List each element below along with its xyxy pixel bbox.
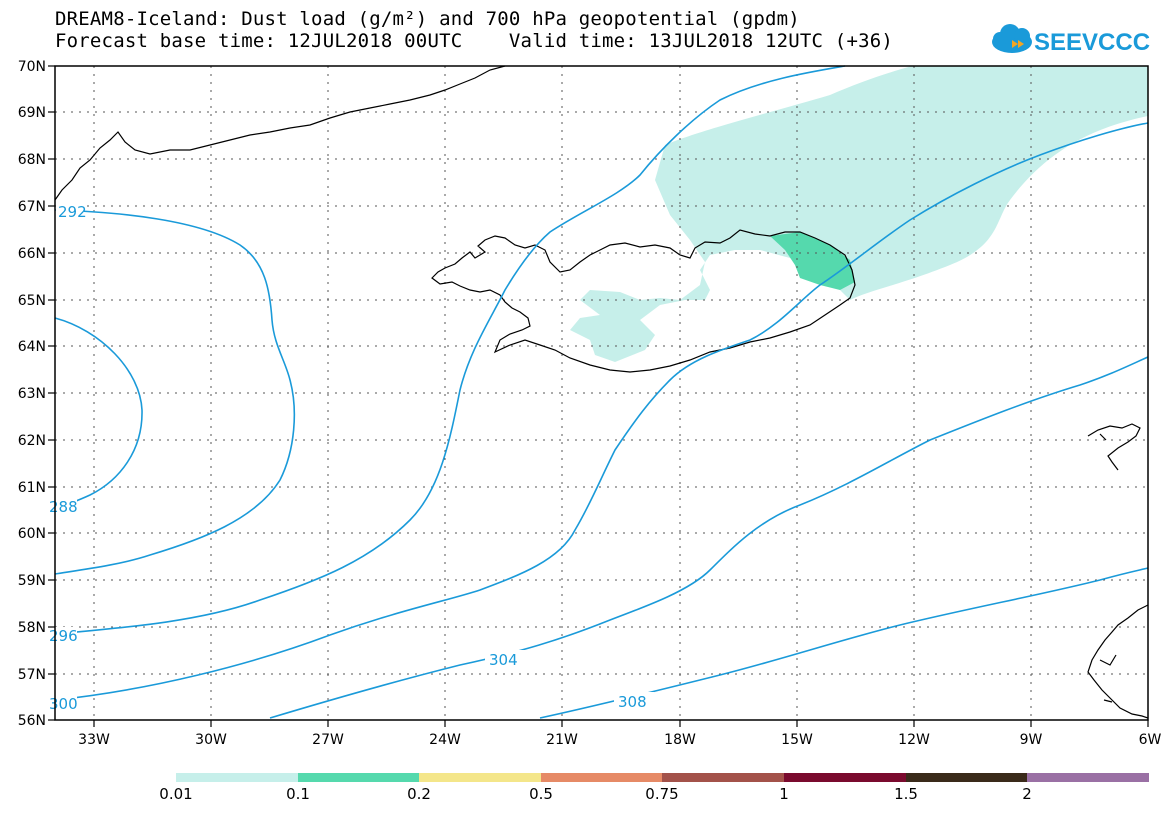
logo-text: SEEVCCC: [1034, 29, 1150, 56]
lat-label: 56N: [18, 713, 46, 729]
lat-label: 70N: [18, 59, 46, 75]
lon-label: 27W: [312, 732, 344, 748]
coastline-faroe: [1087, 423, 1141, 471]
contour-label: 296: [49, 627, 78, 645]
colorbar: [176, 773, 1149, 782]
lat-label: 62N: [18, 433, 46, 449]
colorbar-segment: [1027, 773, 1149, 782]
contour-308: [539, 567, 1149, 719]
contour-label: 308: [618, 693, 647, 711]
colorbar-segment: [298, 773, 419, 782]
lon-label: 24W: [429, 732, 461, 748]
colorbar-segment: [419, 773, 541, 782]
lat-label: 58N: [18, 620, 46, 636]
colorbar-label: 1: [779, 785, 789, 803]
lon-label: 18W: [664, 732, 696, 748]
map-title: DREAM8-Iceland: Dust load (g/m²) and 700…: [55, 8, 800, 30]
colorbar-label: 0.75: [645, 785, 679, 803]
logo: SEEVCCC: [990, 22, 1160, 56]
lat-label: 68N: [18, 152, 46, 168]
colorbar-label: 0.2: [407, 785, 431, 803]
contour-304: [269, 356, 1149, 719]
latitude-labels: 70N 69N 68N 67N 66N 65N 64N 63N 62N 61N …: [18, 59, 46, 729]
contour-labels: 292 288 296 300 304 308: [49, 203, 654, 713]
lon-label: 9W: [1020, 732, 1043, 748]
coastline-scotland: [1087, 604, 1149, 719]
contour-288: [54, 317, 143, 511]
colorbar-segment: [541, 773, 662, 782]
colorbar-label: 2: [1022, 785, 1032, 803]
lat-label: 69N: [18, 105, 46, 121]
colorbar-label: 0.1: [286, 785, 310, 803]
cloud-icon: [992, 24, 1032, 53]
lat-label: 67N: [18, 199, 46, 215]
coastline-iceland: [431, 229, 856, 373]
lon-label: 30W: [195, 732, 227, 748]
lat-label: 66N: [18, 246, 46, 262]
lat-label: 60N: [18, 526, 46, 542]
colorbar-segment: [784, 773, 906, 782]
colorbar-segment: [906, 773, 1027, 782]
contour-296: [54, 65, 846, 635]
coastline-greenland: [54, 65, 506, 201]
lon-label: 33W: [78, 732, 110, 748]
contour-292: [54, 209, 296, 575]
colorbar-label: 0.5: [529, 785, 553, 803]
graticule: [55, 66, 1148, 720]
lat-label: 63N: [18, 386, 46, 402]
lat-label: 61N: [18, 480, 46, 496]
lon-label: 15W: [781, 732, 813, 748]
contour-label: 292: [58, 203, 87, 221]
longitude-labels: 33W 30W 27W 24W 21W 18W 15W 12W 9W 6W: [78, 732, 1161, 748]
lon-label: 12W: [898, 732, 930, 748]
contour-300: [54, 122, 1149, 701]
axis-ticks: [48, 65, 1149, 727]
colorbar-segment: [662, 773, 784, 782]
lat-label: 57N: [18, 667, 46, 683]
lat-label: 65N: [18, 293, 46, 309]
contour-label: 288: [49, 498, 78, 516]
coastlines: [54, 65, 1149, 719]
lon-label: 6W: [1139, 732, 1162, 748]
colorbar-segment: [176, 773, 298, 782]
map-subtitle: Forecast base time: 12JUL2018 00UTC Vali…: [55, 30, 894, 52]
lon-label: 21W: [546, 732, 578, 748]
contour-label: 304: [489, 651, 518, 669]
lat-label: 64N: [18, 339, 46, 355]
dust-area-light: [570, 66, 1148, 362]
colorbar-label: 1.5: [894, 785, 918, 803]
lat-label: 59N: [18, 573, 46, 589]
contour-label: 300: [49, 695, 78, 713]
colorbar-label: 0.01: [159, 785, 193, 803]
dust-layer: [570, 66, 1148, 362]
